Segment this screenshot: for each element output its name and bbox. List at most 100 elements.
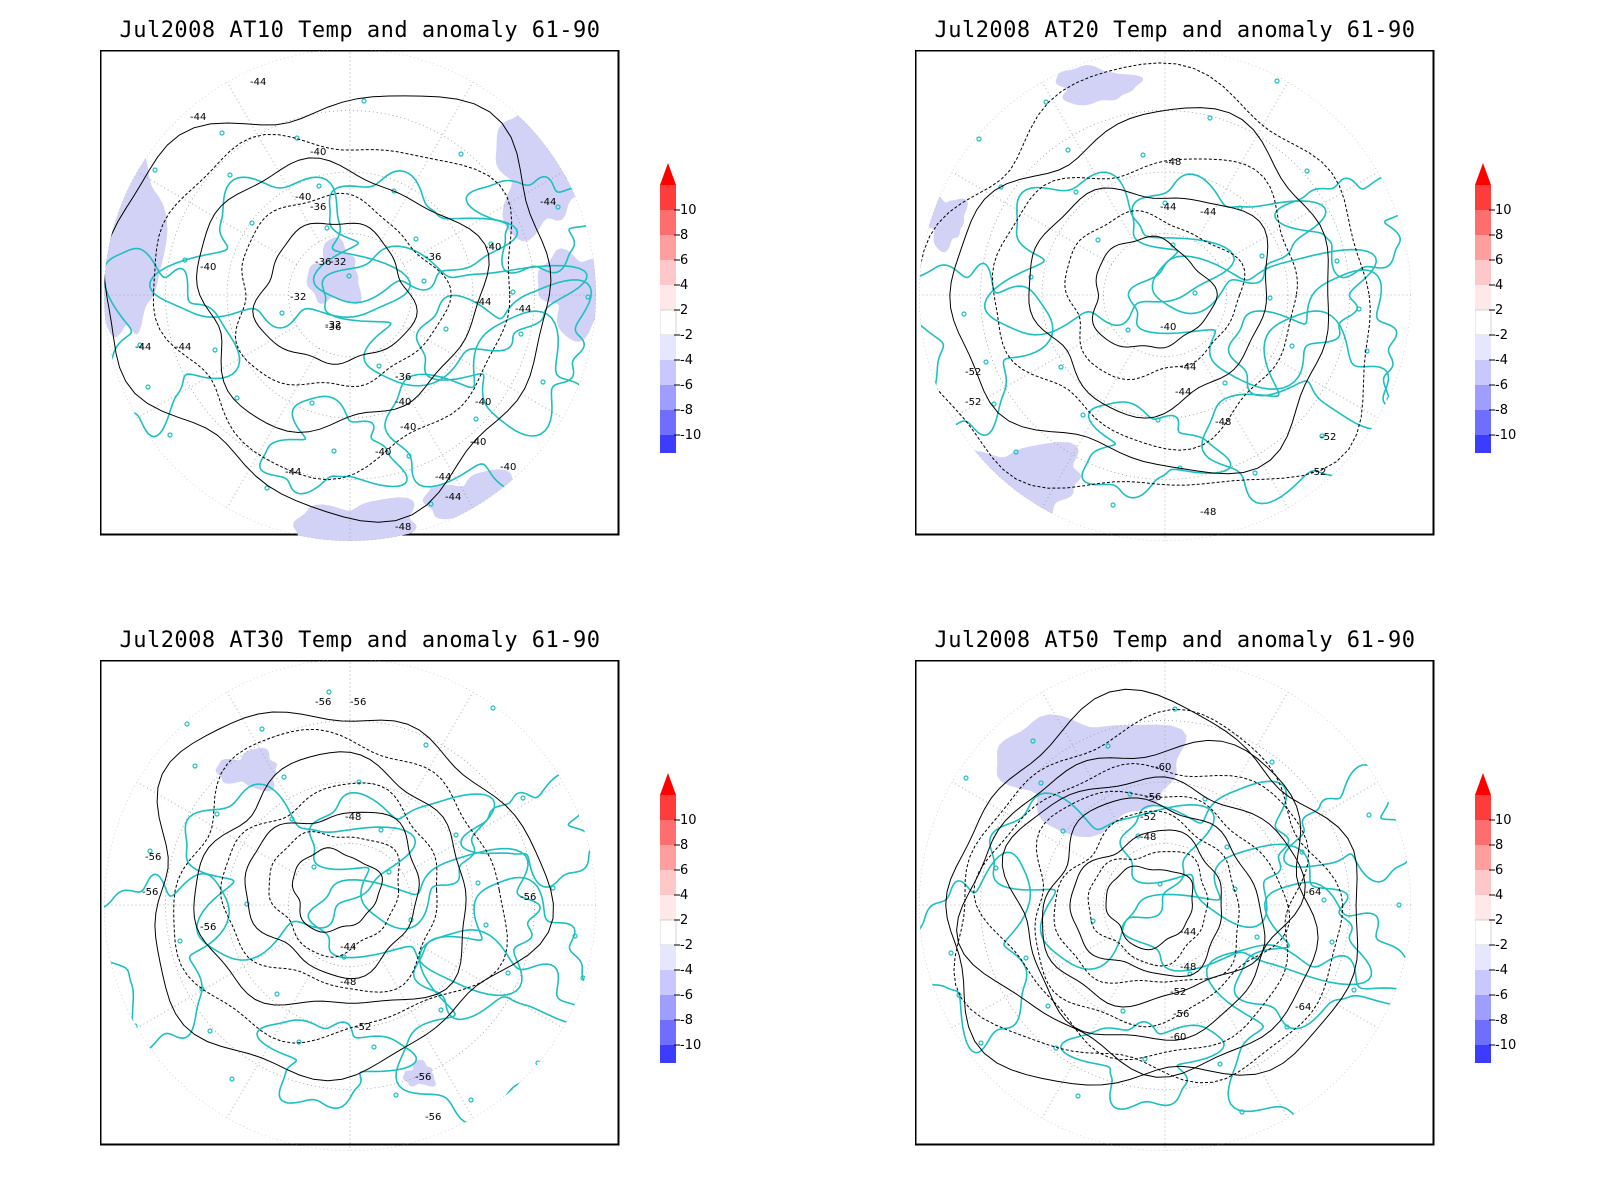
colorbar-tick-label: 4	[680, 888, 688, 903]
colorbar-segment	[660, 1020, 676, 1045]
island	[1329, 939, 1335, 945]
anomaly-region	[1055, 65, 1144, 106]
contour-label: -40	[500, 462, 516, 473]
colorbar-segment	[660, 870, 676, 895]
colorbar-tick-label: 6	[1495, 863, 1503, 878]
contour-label: -44	[1200, 207, 1216, 218]
island	[572, 933, 578, 939]
island	[1090, 918, 1096, 924]
colorbar-tick-label: 4	[680, 278, 688, 293]
meridian-line	[1218, 935, 1379, 1029]
island	[1319, 433, 1325, 439]
anomaly-colorbar: 10 8 6 4 2 -2 -4 -6 -8 -10	[1475, 773, 1516, 1063]
island	[296, 1039, 302, 1045]
island	[1080, 412, 1086, 418]
colorbar-segment	[660, 309, 677, 336]
island	[423, 742, 429, 748]
colorbar-over-triangle	[1475, 773, 1491, 795]
island	[983, 359, 989, 365]
anomaly-region	[306, 237, 362, 305]
coastline	[104, 872, 231, 1052]
island	[1364, 348, 1370, 354]
island	[458, 151, 464, 157]
island	[1043, 99, 1049, 105]
contour-label: -44	[475, 297, 491, 308]
island	[361, 98, 367, 104]
polar-stereographic-map: -48 -44 -44 -40 -44 -44 -48 -52 -52 -52 -52 -48	[915, 50, 1435, 541]
island	[311, 864, 317, 870]
island	[1267, 295, 1273, 301]
contour-label: -44	[540, 197, 556, 208]
island	[212, 347, 218, 353]
colorbar-segment	[660, 235, 676, 260]
contour-label: -44	[175, 342, 191, 353]
meridian-line	[226, 81, 320, 242]
island	[1030, 738, 1036, 744]
island	[550, 885, 556, 891]
contour-label: -44	[515, 304, 531, 315]
temperature-contour	[1064, 210, 1246, 381]
colorbar-tick-label: -6	[1495, 988, 1508, 1003]
island	[1274, 78, 1280, 84]
anomaly-region	[402, 1059, 436, 1087]
meridian-line	[226, 691, 320, 852]
colorbar-tick-label: -4	[680, 353, 693, 368]
island	[1065, 147, 1071, 153]
island	[1366, 812, 1372, 818]
coastline	[308, 791, 496, 930]
coastline	[919, 262, 1054, 437]
island	[1299, 849, 1305, 855]
contour-label: -36	[395, 372, 411, 383]
colorbar-segment	[660, 995, 676, 1020]
colorbar-tick-label: -6	[1495, 378, 1508, 393]
temperature-contour	[956, 739, 1319, 1078]
temperature-contour	[949, 107, 1330, 475]
contour-label: -40	[310, 147, 326, 158]
coastline	[256, 1019, 418, 1110]
coastline	[104, 247, 241, 438]
island	[1058, 364, 1064, 370]
contour-label: -56	[1173, 1009, 1189, 1020]
island	[510, 289, 516, 295]
island	[421, 278, 427, 284]
temperature-contour	[234, 192, 452, 388]
contour-label: -60	[1170, 1032, 1186, 1043]
polar-stereographic-map: -44-44-44-40-40-36-36-32-32-32-36-36-40-…	[100, 50, 620, 541]
contour-label: -44	[285, 467, 301, 478]
colorbar-segment	[660, 385, 676, 410]
colorbar-tick-label: -8	[1495, 1013, 1508, 1028]
colorbar-segment	[1475, 895, 1491, 920]
panel-title: Jul2008 AT50 Temp and anomaly 61-90	[934, 628, 1416, 653]
coastline	[258, 395, 408, 495]
island	[279, 310, 285, 316]
latitude-circle	[165, 110, 535, 480]
contour-label: -48	[395, 522, 411, 533]
colorbar-segment	[660, 435, 676, 453]
temperature-contour	[945, 688, 1359, 1086]
colorbar-tick-label: 8	[1495, 228, 1503, 243]
island	[309, 400, 315, 406]
island	[483, 922, 489, 928]
colorbar-tick-label: 2	[680, 303, 688, 318]
contour-label: -52	[965, 397, 981, 408]
map-panel-at30: Jul2008 AT30 Temp and anomaly 61-90 -56 -…	[100, 628, 701, 1188]
colorbar-tick-label: -6	[680, 988, 693, 1003]
contour-label: -56	[1145, 792, 1161, 803]
island	[274, 991, 280, 997]
island	[1187, 971, 1193, 977]
colorbar-segment	[1475, 335, 1491, 360]
island	[316, 183, 322, 189]
island	[428, 501, 434, 507]
colorbar-segment	[1475, 995, 1491, 1020]
island	[346, 273, 352, 279]
contour-label: -56	[315, 697, 331, 708]
colorbar-segment	[1475, 795, 1491, 820]
colorbar-segment	[1475, 1020, 1491, 1045]
island	[438, 1007, 444, 1013]
contour-label: -32	[330, 257, 346, 268]
island	[378, 827, 384, 833]
island	[1239, 1109, 1245, 1115]
contour-label: -40	[1160, 322, 1176, 333]
contour-label: -48	[1180, 962, 1196, 973]
meridian-line	[380, 958, 474, 1119]
